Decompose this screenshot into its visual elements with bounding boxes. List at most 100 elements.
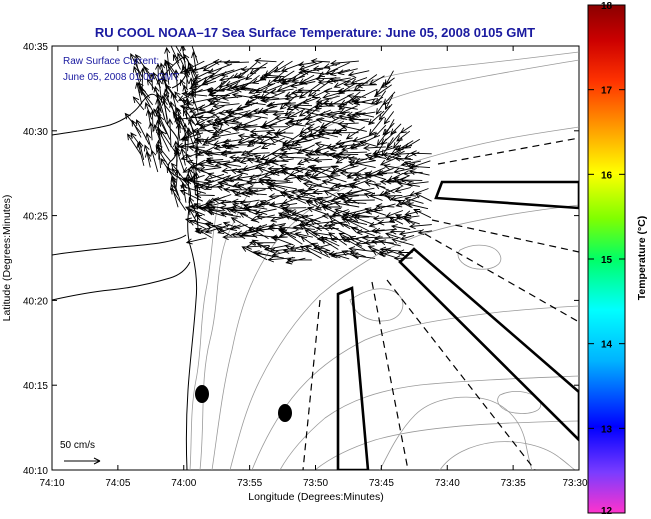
current-vector-icon xyxy=(314,75,341,82)
current-vector-icon xyxy=(368,117,384,136)
current-vector-icon xyxy=(310,58,331,65)
current-vector-icon xyxy=(388,216,404,225)
current-vector-icon xyxy=(250,214,275,223)
current-vector-icon xyxy=(302,181,331,189)
current-vector-icon xyxy=(230,85,251,92)
current-vector-icon xyxy=(215,227,233,237)
current-vector-icon xyxy=(406,202,429,210)
current-vector-icon xyxy=(221,67,243,77)
current-vector-icon xyxy=(174,145,185,173)
current-vector-icon xyxy=(370,227,385,234)
current-vector-icon xyxy=(208,207,233,216)
current-vector-icon xyxy=(279,146,303,153)
current-vector-icon xyxy=(260,137,285,149)
current-vector-icon xyxy=(182,98,196,117)
current-vector-icon xyxy=(341,192,367,199)
current-vector-icon xyxy=(298,68,324,75)
current-vector-icon xyxy=(205,150,232,157)
current-vector-icon xyxy=(354,173,376,183)
current-vector-icon xyxy=(207,87,234,94)
survey-sectors xyxy=(336,180,579,470)
radial-dashed-lines xyxy=(302,137,579,470)
current-vector-icon xyxy=(166,118,173,148)
current-vector-icon xyxy=(393,145,413,152)
current-vector-icon xyxy=(272,77,295,84)
current-vector-icon xyxy=(417,229,433,236)
current-vector-icon xyxy=(218,108,244,116)
current-vector-icon xyxy=(245,68,260,81)
current-vector-icon xyxy=(274,114,297,121)
current-vector-icon xyxy=(414,192,432,202)
current-vector-icon xyxy=(181,64,190,84)
current-vector-icon xyxy=(398,229,422,237)
current-vector-icon xyxy=(277,78,306,85)
current-vector-icon xyxy=(262,72,285,79)
plot-area xyxy=(51,45,580,471)
current-vector-icon xyxy=(179,147,186,166)
current-vector-icon xyxy=(212,102,240,109)
current-vector-icon xyxy=(316,196,333,205)
surface-current-vectors xyxy=(124,46,433,265)
current-vector-icon xyxy=(191,46,199,64)
current-vector-icon xyxy=(379,246,401,253)
x-tick-label: 73:55 xyxy=(237,478,262,489)
radial-line-2 xyxy=(431,219,579,253)
current-vector-icon xyxy=(361,234,383,241)
x-tick-label: 73:50 xyxy=(303,478,328,489)
current-vector-icon xyxy=(212,197,232,204)
current-vector-icon xyxy=(297,189,316,198)
current-vector-icon xyxy=(188,118,196,140)
current-vector-icon xyxy=(399,125,413,134)
current-vector-icon xyxy=(341,144,367,152)
current-vector-icon xyxy=(222,161,241,168)
current-vector-icon xyxy=(268,136,295,147)
current-vector-icon xyxy=(261,109,284,116)
current-vector-icon xyxy=(284,209,312,223)
current-vector-icon xyxy=(259,199,285,210)
current-vector-icon xyxy=(281,150,302,157)
current-vector-icon xyxy=(352,212,376,219)
current-vector-icon xyxy=(170,187,187,211)
current-vector-icon xyxy=(208,194,232,204)
current-vector-icon xyxy=(246,185,276,192)
current-vector-icon xyxy=(384,94,394,111)
current-vector-icon xyxy=(385,232,401,239)
current-vector-icon xyxy=(220,150,248,157)
current-vector-icon xyxy=(232,203,258,216)
current-vector-icon xyxy=(239,84,266,93)
current-vector-icon xyxy=(389,228,405,235)
current-vector-icon xyxy=(359,140,378,148)
current-vector-icon xyxy=(173,69,180,92)
current-vector-icon xyxy=(172,111,187,132)
colorbar-ticks: 18 17 16 15 14 13 12 xyxy=(588,1,625,517)
current-vector-icon xyxy=(170,174,181,201)
current-vector-icon xyxy=(371,249,385,258)
current-vector-icon xyxy=(263,245,286,252)
scale-bar-arrow xyxy=(64,457,101,465)
current-vector-icon xyxy=(246,179,270,186)
current-vector-icon xyxy=(210,132,240,140)
x-tick-label: 74:05 xyxy=(105,478,130,489)
current-vector-icon xyxy=(231,92,252,99)
current-vector-icon xyxy=(187,61,198,82)
current-vector-icon xyxy=(223,59,250,66)
current-vector-icon xyxy=(164,59,178,82)
current-vector-icon xyxy=(218,74,235,88)
radial-line-3 xyxy=(424,233,579,323)
current-vector-icon xyxy=(267,123,288,130)
current-vector-icon xyxy=(262,82,288,94)
current-vector-icon xyxy=(282,247,303,254)
current-vector-icon xyxy=(332,153,357,160)
current-vector-icon xyxy=(338,142,360,149)
current-vector-icon xyxy=(191,51,198,70)
colorbar xyxy=(587,4,626,514)
current-vector-icon xyxy=(330,60,359,67)
current-vector-icon xyxy=(368,75,385,85)
current-vector-icon xyxy=(297,87,321,94)
current-vector-icon xyxy=(307,164,334,173)
current-vector-icon xyxy=(309,219,329,232)
sector-southeast xyxy=(398,247,579,442)
current-vector-icon xyxy=(286,256,312,263)
current-vector-icon xyxy=(304,110,331,119)
current-vector-icon xyxy=(253,93,280,100)
